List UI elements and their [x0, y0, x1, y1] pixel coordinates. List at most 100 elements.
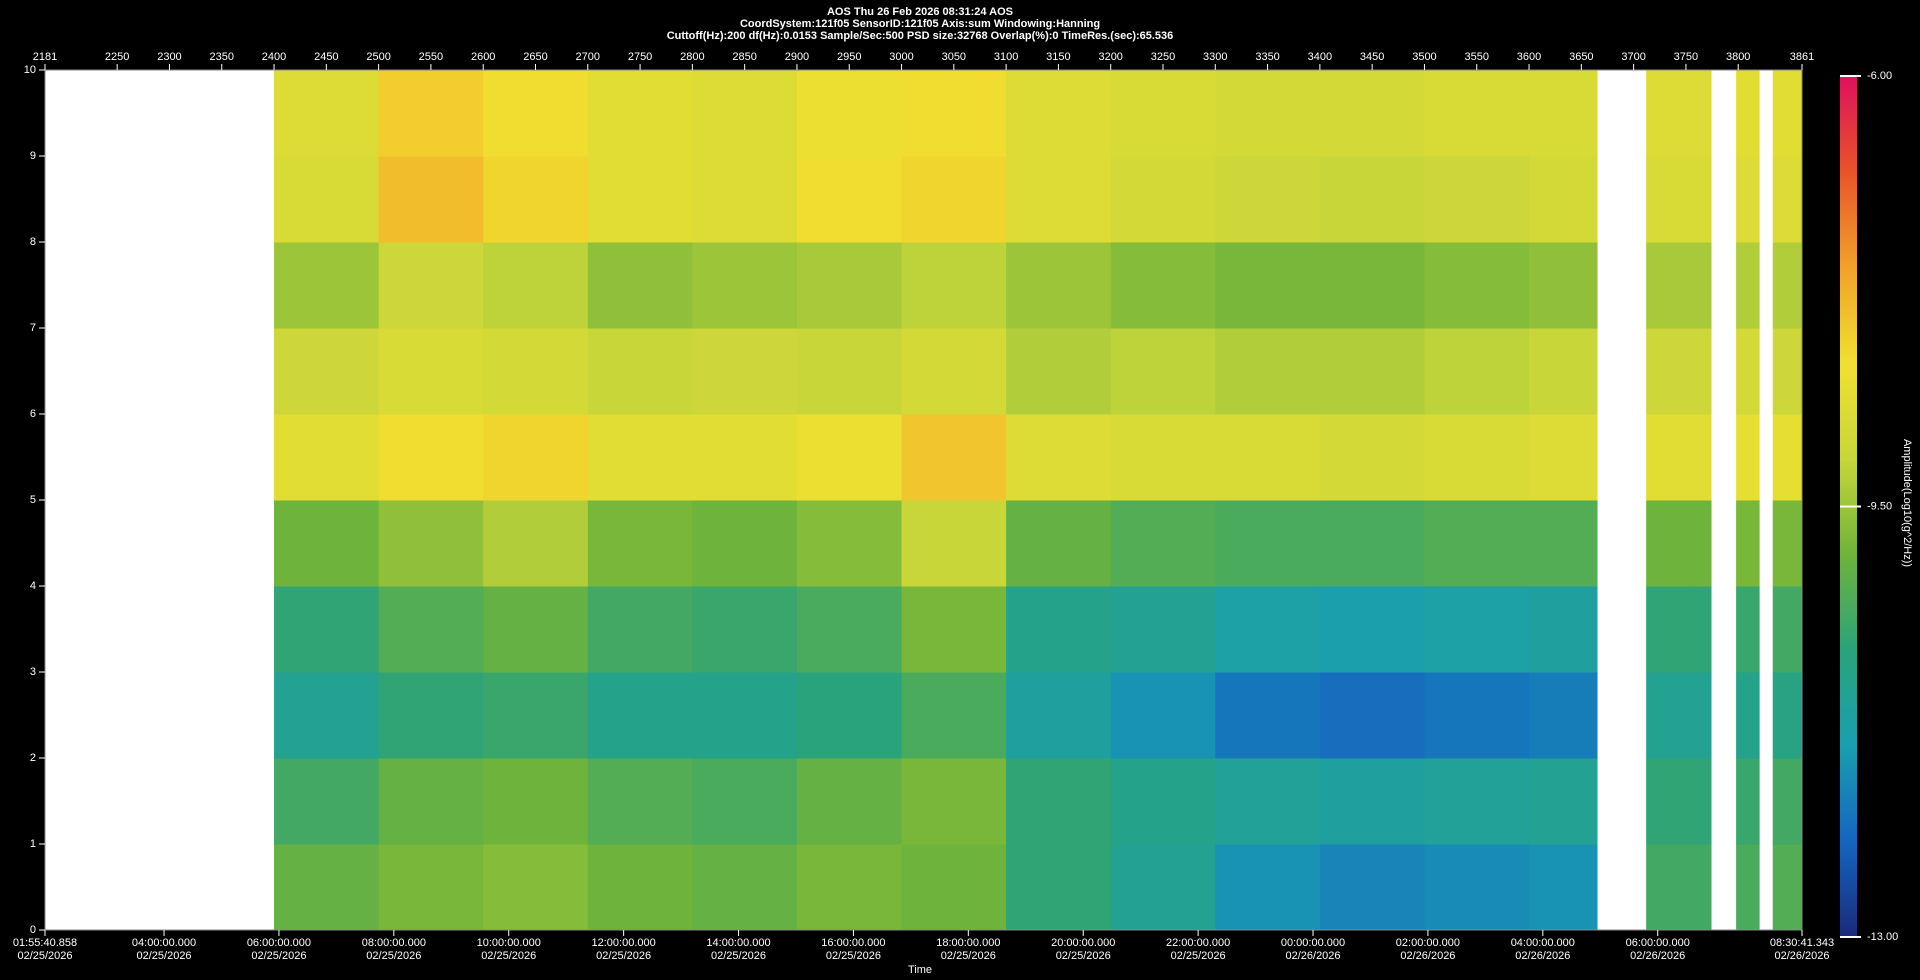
x-tick-label: 3450 — [1360, 51, 1384, 63]
heatmap-cell — [901, 672, 1007, 759]
heatmap-cell — [692, 844, 798, 931]
heatmap-cell — [1772, 500, 1803, 587]
heatmap-cell — [692, 672, 798, 759]
x2-tick-label: 01:55:40.858 02/25/2026 — [13, 937, 77, 962]
heatmap-cell — [378, 500, 484, 587]
heatmap-cell — [901, 70, 1007, 157]
heatmap-cell — [1646, 672, 1692, 759]
x2-tick-label: 16:00:00.000 02/25/2026 — [821, 937, 885, 962]
heatmap-cell — [692, 586, 798, 673]
x-tick-label: 2850 — [732, 51, 756, 63]
heatmap-cell — [483, 242, 589, 329]
heatmap-cell — [1646, 586, 1692, 673]
heatmap-cell — [1424, 156, 1530, 243]
heatmap-cell — [901, 156, 1007, 243]
heatmap-cell — [1736, 328, 1760, 415]
heatmap-cell — [1646, 758, 1692, 845]
heatmap-cell — [692, 242, 798, 329]
heatmap-cell — [796, 672, 903, 759]
heatmap-cell — [901, 844, 1007, 931]
x-tick-label: 3750 — [1674, 51, 1698, 63]
heatmap-cell — [1772, 328, 1803, 415]
heatmap-cell — [1691, 156, 1712, 243]
y-tick-label: 9 — [30, 150, 36, 162]
heatmap-cell — [796, 328, 903, 415]
heatmap-cell — [1006, 844, 1112, 931]
heatmap-cell — [587, 844, 693, 931]
heatmap-cell — [274, 156, 380, 243]
heatmap-cell — [901, 758, 1007, 845]
heatmap-cell — [1646, 156, 1692, 243]
heatmap-cell — [483, 70, 589, 157]
chart-subtitle: Cuttoff(Hz):200 df(Hz):0.0153 Sample/Sec… — [667, 30, 1174, 42]
heatmap-cell — [1110, 844, 1216, 931]
heatmap-cell — [1736, 156, 1760, 243]
heatmap-cell — [1319, 414, 1425, 501]
heatmap-cell — [1215, 672, 1321, 759]
x-tick-label: 3600 — [1517, 51, 1541, 63]
x-axis-title: Time — [908, 964, 932, 976]
heatmap-cell — [587, 328, 693, 415]
heatmap-cell — [1215, 156, 1321, 243]
heatmap-cell — [1736, 414, 1760, 501]
heatmap-cell — [1691, 328, 1712, 415]
heatmap-cell — [378, 70, 484, 157]
heatmap-cell — [1006, 156, 1112, 243]
x-tick-label: 2250 — [105, 51, 129, 63]
heatmap-cell — [796, 156, 903, 243]
heatmap-cell — [378, 414, 484, 501]
heatmap-cell — [1691, 414, 1712, 501]
heatmap-cell — [378, 844, 484, 931]
heatmap-cell — [378, 758, 484, 845]
heatmap-cell — [1424, 70, 1530, 157]
heatmap-cell — [1110, 328, 1216, 415]
heatmap-cell — [1110, 414, 1216, 501]
heatmap-cell — [1215, 500, 1321, 587]
x-tick-label: 2900 — [785, 51, 809, 63]
heatmap-cell — [1110, 758, 1216, 845]
x-tick-label: 2181 — [33, 51, 57, 63]
heatmap-cell — [1006, 328, 1112, 415]
heatmap-cell — [1529, 242, 1598, 329]
heatmap-cell — [1215, 844, 1321, 931]
x-tick-label: 3100 — [994, 51, 1018, 63]
heatmap-cell — [274, 500, 380, 587]
heatmap-cell — [1424, 758, 1530, 845]
x-tick-label: 3300 — [1203, 51, 1227, 63]
x-tick-label: 3700 — [1621, 51, 1645, 63]
heatmap-cell — [1424, 586, 1530, 673]
x2-tick-label: 20:00:00.000 02/25/2026 — [1051, 937, 1115, 962]
heatmap-cell — [1319, 758, 1425, 845]
heatmap-cell — [1006, 672, 1112, 759]
heatmap-cell — [1646, 500, 1692, 587]
heatmap-cell — [1006, 586, 1112, 673]
heatmap-cell — [1736, 242, 1760, 329]
x-tick-label: 3150 — [1046, 51, 1070, 63]
heatmap-cell — [483, 758, 589, 845]
heatmap-cell — [1736, 758, 1760, 845]
heatmap-cell — [1772, 586, 1803, 673]
heatmap-cell — [1529, 586, 1598, 673]
x-tick-label: 2500 — [366, 51, 390, 63]
x-tick-label: 3000 — [889, 51, 913, 63]
x-tick-label: 3350 — [1255, 51, 1279, 63]
x2-tick-label: 22:00:00.000 02/25/2026 — [1166, 937, 1230, 962]
x-tick-label: 3550 — [1465, 51, 1489, 63]
heatmap-cell — [1691, 672, 1712, 759]
heatmap-cell — [1646, 844, 1692, 931]
x-tick-label: 2300 — [157, 51, 181, 63]
x-tick-label: 2350 — [210, 51, 234, 63]
heatmap-cell — [587, 414, 693, 501]
heatmap-cell — [692, 500, 798, 587]
y-tick-label: 5 — [30, 494, 36, 506]
heatmap-cell — [1736, 844, 1760, 931]
x-tick-label: 3050 — [942, 51, 966, 63]
y-tick-label: 4 — [30, 580, 36, 592]
heatmap-cell — [796, 414, 903, 501]
heatmap-cell — [796, 500, 903, 587]
heatmap-cell — [483, 414, 589, 501]
x-tick-label: 3500 — [1412, 51, 1436, 63]
x-tick-label: 2750 — [628, 51, 652, 63]
heatmap-cell — [1424, 672, 1530, 759]
